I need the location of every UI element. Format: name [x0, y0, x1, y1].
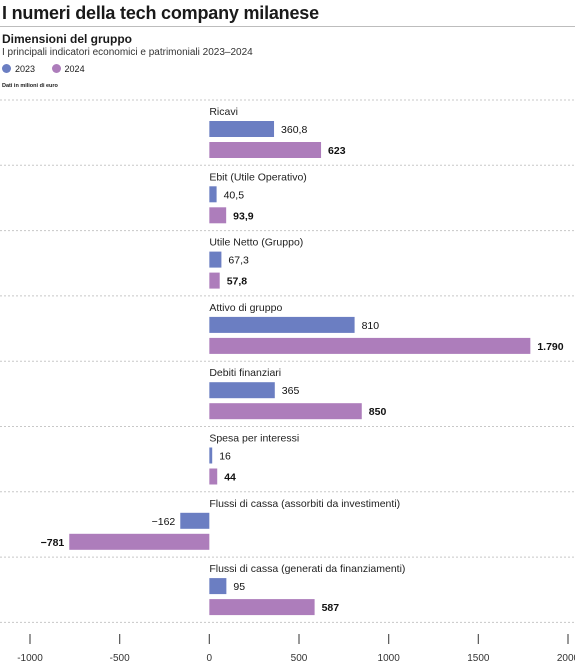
value-label-2023-debiti-finanziari: 365 [282, 385, 300, 397]
bar-2024-utile-netto-gruppo [209, 272, 220, 289]
bar-2023-debiti-finanziari [209, 382, 275, 399]
bar-2024-ebit-utile-operativo [209, 207, 227, 224]
bar-2024-ricavi [209, 142, 322, 158]
value-label-2024-flussi-di-cassa-generati-da-finanziamenti: 587 [322, 602, 340, 614]
value-label-2023-flussi-di-cassa-assorbiti-da-investimenti: −162 [152, 516, 176, 528]
bar-2024-flussi-di-cassa-generati-da-finanziamenti [209, 599, 315, 616]
category-label-utile-netto-gruppo: Utile Netto (Gruppo) [209, 237, 303, 249]
category-label-debiti-finanziari: Debiti finanziari [209, 367, 281, 379]
category-label-flussi-di-cassa-generati-da-finanziamenti: Flussi di cassa (generati da finanziamen… [209, 563, 405, 575]
value-label-2023-ricavi: 360,8 [281, 124, 307, 136]
category-label-attivo-di-gruppo: Attivo di gruppo [209, 302, 282, 314]
page-title: I numeri della tech company milanese [2, 3, 319, 23]
legend-swatch-2023 [2, 64, 11, 73]
headline-bar: I numeri della tech company milanese [0, 0, 575, 27]
chart-legend: 2023 2024 [2, 64, 99, 78]
legend-item-2023: 2023 [2, 64, 35, 74]
bar-2024-spesa-per-interessi [209, 468, 218, 485]
value-label-2024-utile-netto-gruppo: 57,8 [227, 276, 248, 288]
x-tick-label--1000: -1000 [17, 653, 43, 664]
value-label-2024-debiti-finanziari: 850 [369, 406, 387, 418]
category-label-flussi-di-cassa-assorbiti-da-investimenti: Flussi di cassa (assorbiti da investimen… [209, 498, 400, 510]
bar-2023-ricavi [209, 121, 275, 137]
x-tick-label-1000: 1000 [378, 653, 401, 664]
legend-label-2024: 2024 [64, 64, 85, 74]
x-tick-label-0: 0 [207, 653, 213, 664]
unit-note: Dati in milioni di euro [2, 83, 58, 89]
bar-2024-debiti-finanziari [209, 403, 362, 420]
legend-item-2024: 2024 [51, 64, 85, 74]
bar-2023-spesa-per-interessi [209, 447, 213, 464]
category-label-spesa-per-interessi: Spesa per interessi [209, 433, 299, 445]
category-label-ebit-utile-operativo: Ebit (Utile Operativo) [209, 171, 306, 183]
value-label-2023-spesa-per-interessi: 16 [219, 451, 231, 463]
bar-2023-utile-netto-gruppo [209, 251, 222, 268]
bar-2023-attivo-di-gruppo [209, 316, 355, 333]
value-label-2024-spesa-per-interessi: 44 [224, 472, 236, 484]
bar-2024-flussi-di-cassa-assorbiti-da-investimenti [69, 533, 210, 550]
bar-2023-flussi-di-cassa-assorbiti-da-investimenti [180, 512, 210, 529]
value-label-2024-ebit-utile-operativo: 93,9 [233, 210, 254, 222]
bar-2023-ebit-utile-operativo [209, 186, 217, 203]
legend-label-2023: 2023 [15, 64, 36, 74]
x-tick-label-500: 500 [291, 653, 308, 664]
value-label-2023-utile-netto-gruppo: 67,3 [228, 255, 249, 267]
value-label-2023-attivo-di-gruppo: 810 [362, 320, 380, 332]
x-tick-label--500: -500 [110, 653, 130, 664]
value-label-2023-flussi-di-cassa-generati-da-finanziamenti: 95 [233, 581, 245, 593]
value-label-2024-flussi-di-cassa-assorbiti-da-investimenti: −781 [41, 537, 65, 549]
chart-title: Dimensioni del gruppo [2, 32, 133, 46]
x-tick-label-1500: 1500 [467, 653, 490, 664]
value-label-2024-attivo-di-gruppo: 1.790 [537, 341, 563, 353]
category-label-ricavi: Ricavi [209, 106, 238, 118]
chart-subtitle: I principali indicatori economici e patr… [2, 47, 253, 58]
bar-2024-attivo-di-gruppo [209, 337, 531, 354]
value-label-2024-ricavi: 623 [328, 145, 346, 157]
x-tick-label-2000: 2000 [557, 653, 575, 664]
bar-2023-flussi-di-cassa-generati-da-finanziamenti [209, 578, 227, 595]
value-label-2023-ebit-utile-operativo: 40,5 [224, 189, 245, 201]
legend-swatch-2024 [51, 64, 61, 73]
title-divider [0, 26, 575, 27]
